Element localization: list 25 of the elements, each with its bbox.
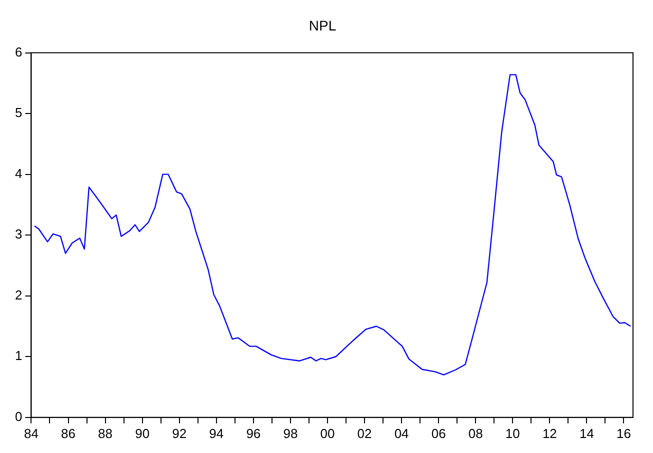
- y-tick-label: 0: [14, 408, 22, 424]
- y-tick-label: 4: [14, 166, 22, 181]
- x-tick-label: 12: [542, 426, 557, 441]
- y-tick-label: 6: [14, 44, 22, 60]
- x-tick-label: 96: [246, 426, 261, 441]
- x-tick-label: 86: [61, 426, 76, 441]
- x-tick-label: 92: [172, 426, 187, 441]
- x-tick-label: 98: [283, 426, 298, 441]
- y-tick-label: 5: [14, 105, 22, 120]
- y-tick-label: 1: [14, 348, 22, 364]
- x-tick-label: 08: [468, 426, 483, 441]
- x-tick-label: 06: [431, 426, 446, 441]
- x-tick-label: 00: [320, 426, 335, 441]
- x-tick-label: 88: [98, 426, 113, 441]
- x-tick-label: 02: [357, 426, 372, 441]
- chart-title: NPL: [308, 17, 336, 34]
- x-tick-label: 16: [616, 426, 631, 441]
- x-tick-label: 10: [505, 426, 520, 441]
- x-tick-label: 14: [579, 426, 594, 441]
- x-tick-label: 90: [135, 426, 150, 441]
- x-tick-label: 04: [394, 426, 409, 441]
- y-tick-label: 2: [14, 287, 22, 302]
- y-tick-label: 3: [14, 226, 22, 242]
- x-tick-label: 94: [209, 426, 224, 441]
- x-tick-label: 84: [24, 426, 38, 441]
